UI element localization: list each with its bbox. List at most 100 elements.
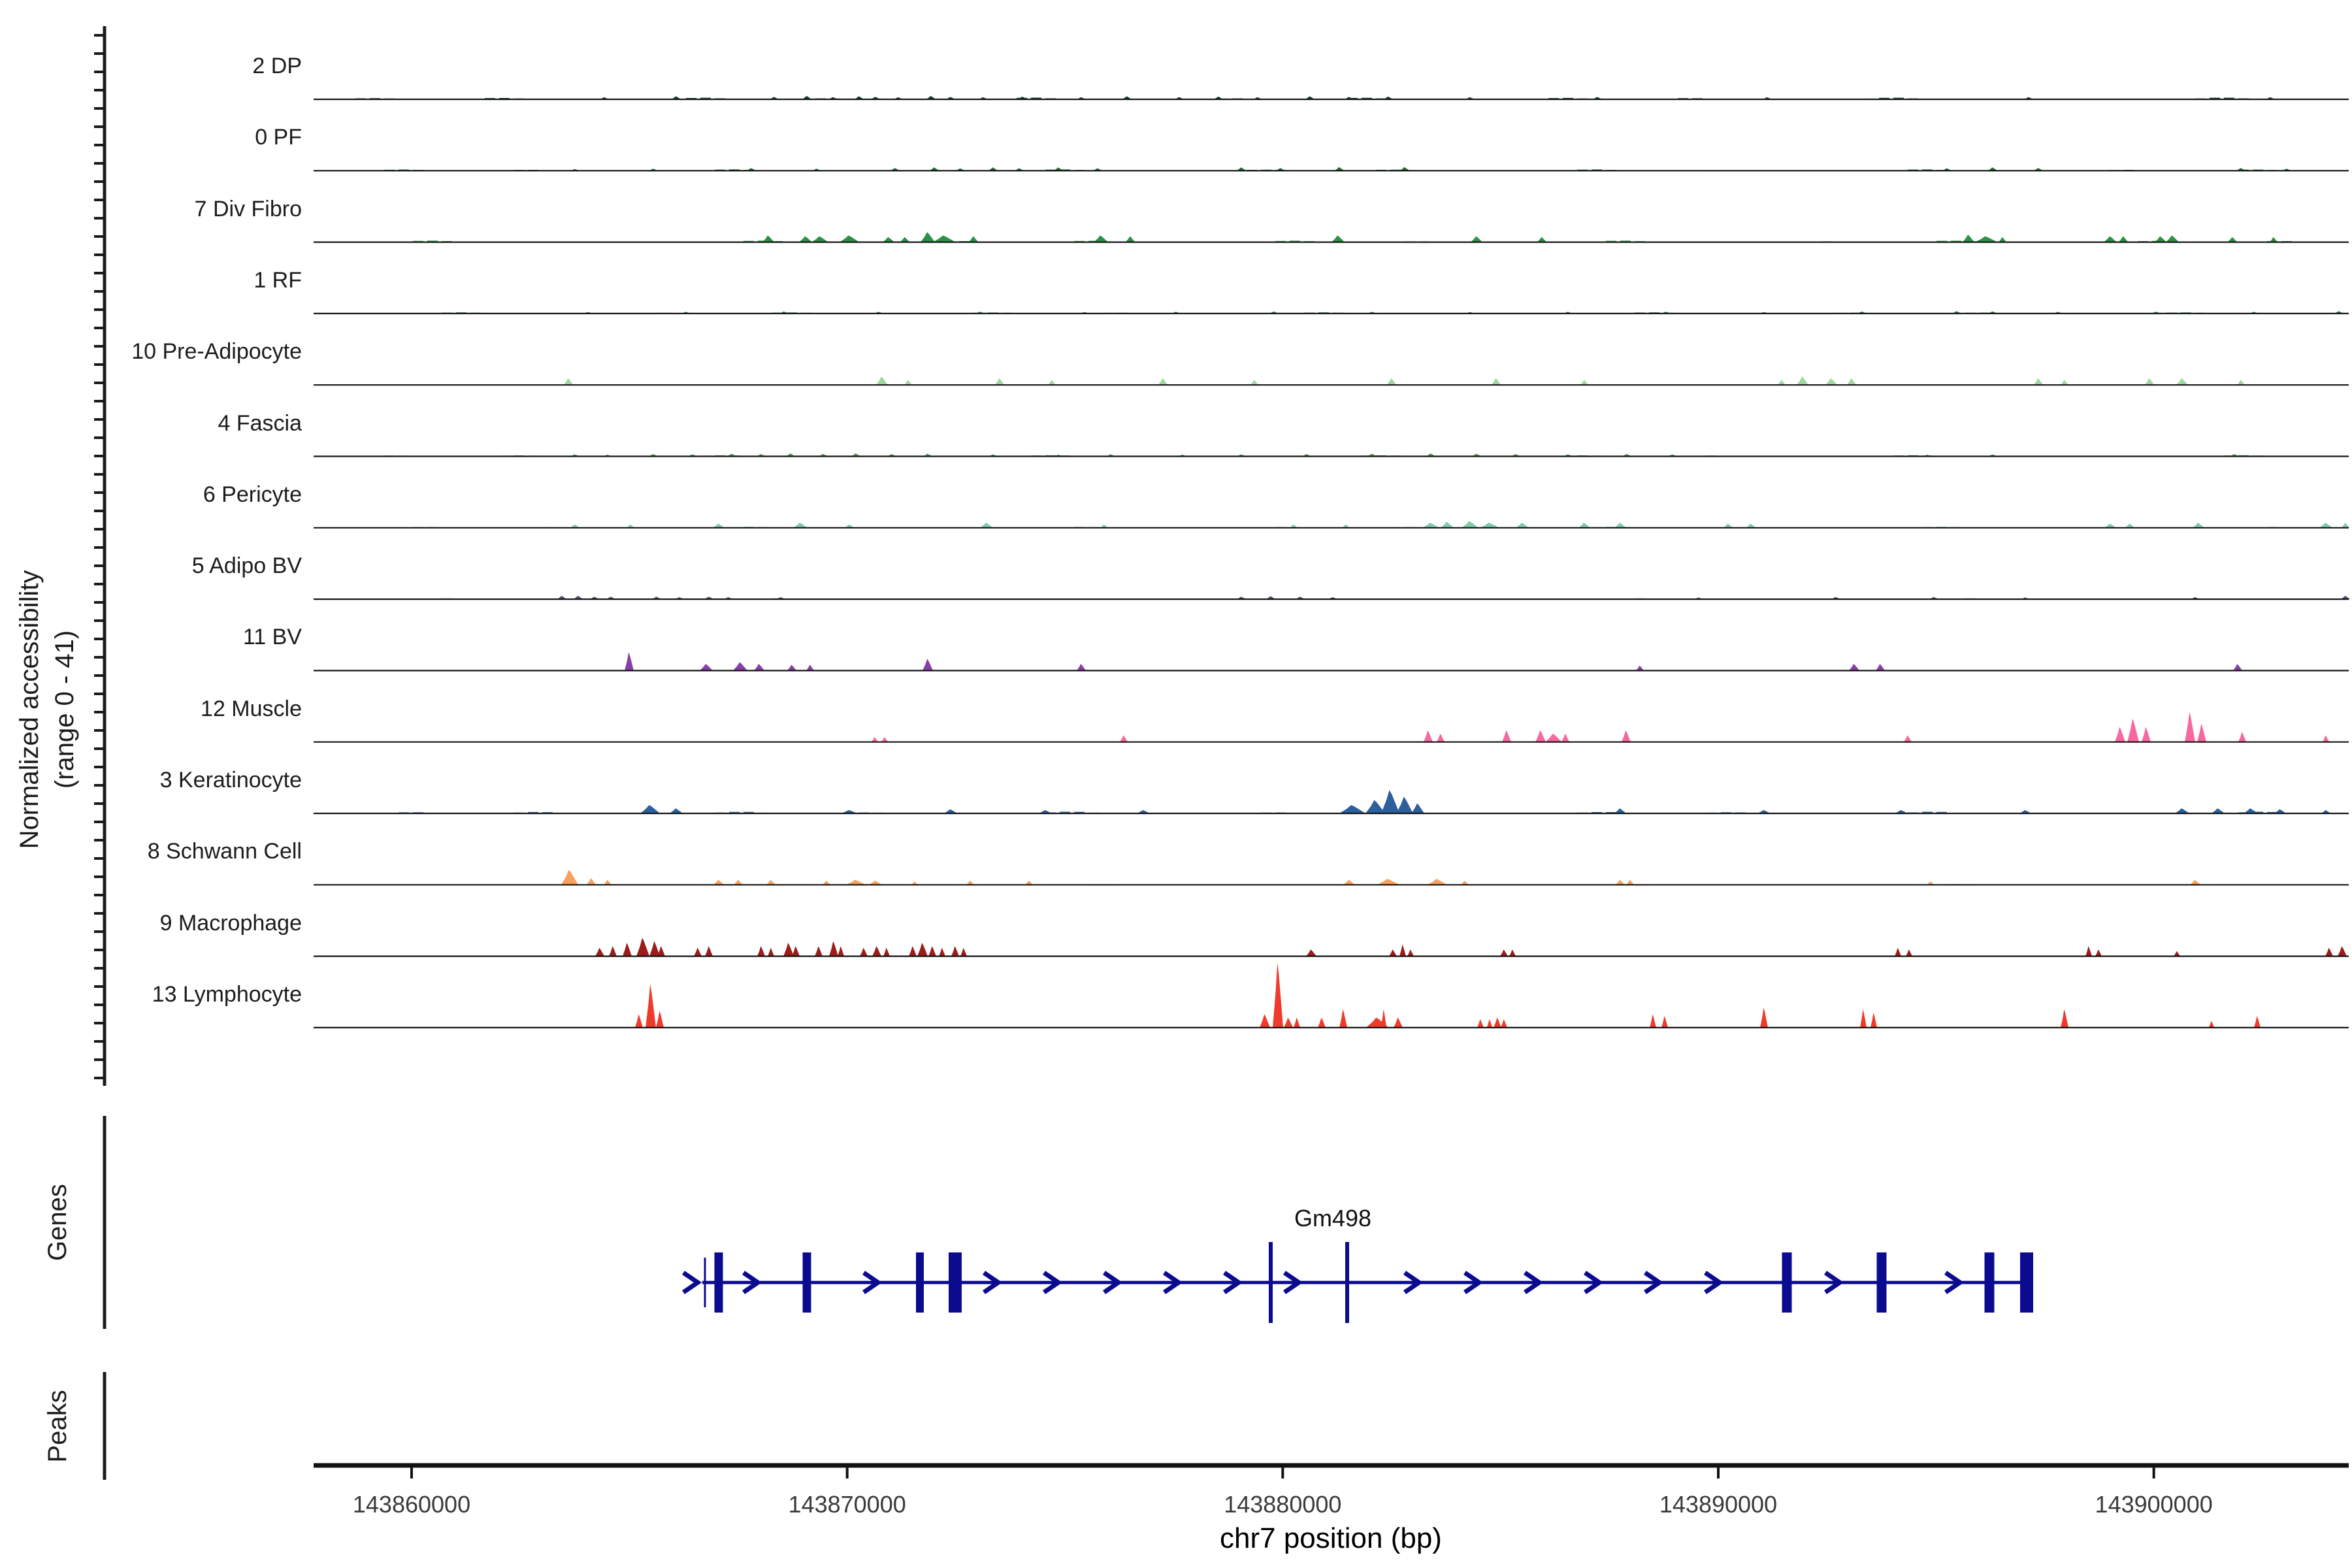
signal-peak (757, 946, 765, 956)
signal-peak (1399, 944, 1406, 956)
signal-peak (635, 1014, 643, 1028)
signal-peak (694, 947, 702, 956)
signal-peak (1486, 1019, 1493, 1028)
track-6-pericyte (314, 521, 2349, 529)
signal-peak (2208, 1021, 2215, 1028)
signal-peak (625, 652, 634, 671)
track-13-lymphocyte (314, 962, 2349, 1029)
signal-peak (1077, 664, 1086, 671)
signal-peak (604, 879, 612, 885)
signal-peak (1461, 880, 1469, 885)
signal-peak (1895, 947, 1901, 956)
track-1-rf (314, 311, 2349, 314)
signal-peak (1494, 1017, 1501, 1028)
signal-peak (570, 524, 580, 528)
track-label-1-rf: 1 RF (253, 267, 302, 293)
signal-peak (1535, 730, 1546, 742)
track-label-10-pre-adipocyte: 10 Pre-Adipocyte (131, 339, 302, 365)
signal-peak (838, 946, 844, 956)
signal-peak (1290, 524, 1298, 528)
signal-peak (1100, 524, 1108, 528)
signal-peak (1895, 809, 1908, 813)
peaks-section-label: Peaks (43, 1390, 72, 1463)
signal-peak (1846, 378, 1857, 385)
signal-peak (700, 664, 713, 671)
signal-peak (2185, 711, 2195, 742)
signal-peak (2061, 1009, 2068, 1028)
signal-peak (2321, 809, 2331, 813)
track-label-7-div-fibro: 7 Div Fibro (194, 196, 302, 221)
signal-peak (926, 95, 936, 99)
signal-peak (1407, 949, 1414, 956)
track-9-macrophage (314, 938, 2349, 957)
signal-peak (939, 947, 945, 956)
signal-peak (2227, 237, 2238, 242)
signal-peak (1260, 1014, 1270, 1028)
signal-peak (1094, 235, 1108, 242)
signal-peak (1500, 949, 1508, 956)
signal-peak (802, 95, 812, 99)
signal-peak (1974, 236, 1998, 242)
signal-peak (766, 879, 776, 885)
signal-peak (1797, 376, 1808, 385)
x-axis-title: chr7 position (bp) (1220, 1522, 1442, 1554)
signal-peak (785, 453, 796, 457)
strand-arrow (1644, 1271, 1664, 1294)
signal-peak (561, 870, 578, 885)
signal-peak (1399, 167, 1410, 171)
signal-peak (1137, 809, 1150, 813)
signal-peak (876, 376, 888, 385)
signal-peak (2342, 523, 2349, 528)
signal-peak (917, 943, 928, 956)
signal-peak (1122, 96, 1132, 99)
signal-peak (1365, 800, 1385, 813)
signal-peak (1380, 1009, 1387, 1028)
signal-peak (883, 237, 894, 242)
strand-arrow (1283, 1271, 1303, 1294)
strand-arrow (1824, 1271, 1844, 1294)
signal-peak (1273, 962, 1283, 1028)
x-tick-label-2: 143880000 (1224, 1491, 1342, 1518)
track-label-11-bv: 11 BV (242, 625, 302, 650)
signal-peak (1437, 733, 1445, 742)
x-tick-label-4: 143900000 (2095, 1491, 2213, 1518)
track-5-adipo-bv (314, 596, 2351, 600)
signal-peak (932, 235, 956, 242)
signal-peak (563, 378, 574, 385)
signal-peak (811, 236, 828, 242)
signal-peak (1614, 808, 1626, 813)
signal-peak (2115, 727, 2125, 742)
track-4-fascia (314, 453, 2349, 457)
signal-peak (1471, 236, 1482, 242)
signal-peak (1580, 380, 1588, 385)
strand-arrow (1403, 1271, 1424, 1294)
accessibility-tracks (314, 95, 2351, 1029)
signal-peak (846, 879, 866, 885)
signal-peak (1757, 809, 1771, 813)
signal-peak (1125, 236, 1135, 242)
signal-peak (2144, 378, 2155, 385)
track-label-2-dp: 2 DP (252, 54, 302, 78)
signal-peak (951, 946, 959, 956)
signal-peak (2095, 949, 2102, 956)
signal-peak (854, 96, 864, 99)
track-label-3-keratinocyte: 3 Keratinocyte (159, 768, 302, 792)
signal-peak (1778, 380, 1786, 385)
signal-peak (2340, 596, 2351, 600)
signal-peak (860, 947, 868, 956)
signal-peak (2142, 727, 2151, 742)
signal-peak (1339, 1009, 1347, 1028)
track-label-5-adipo-bv: 5 Adipo BV (191, 553, 302, 579)
signal-peak (2338, 946, 2347, 956)
strand-arrow (1524, 1271, 1544, 1294)
gene-exon (949, 1252, 962, 1313)
signal-peak (966, 880, 974, 885)
signal-peak (1963, 235, 1974, 242)
signal-peak (1927, 881, 1935, 885)
signal-peak (2125, 523, 2135, 528)
x-tick-label-3: 143890000 (1659, 1491, 1778, 1518)
gene-exon (1269, 1242, 1273, 1323)
signal-peak (1396, 796, 1413, 813)
signal-peak (2325, 947, 2333, 956)
